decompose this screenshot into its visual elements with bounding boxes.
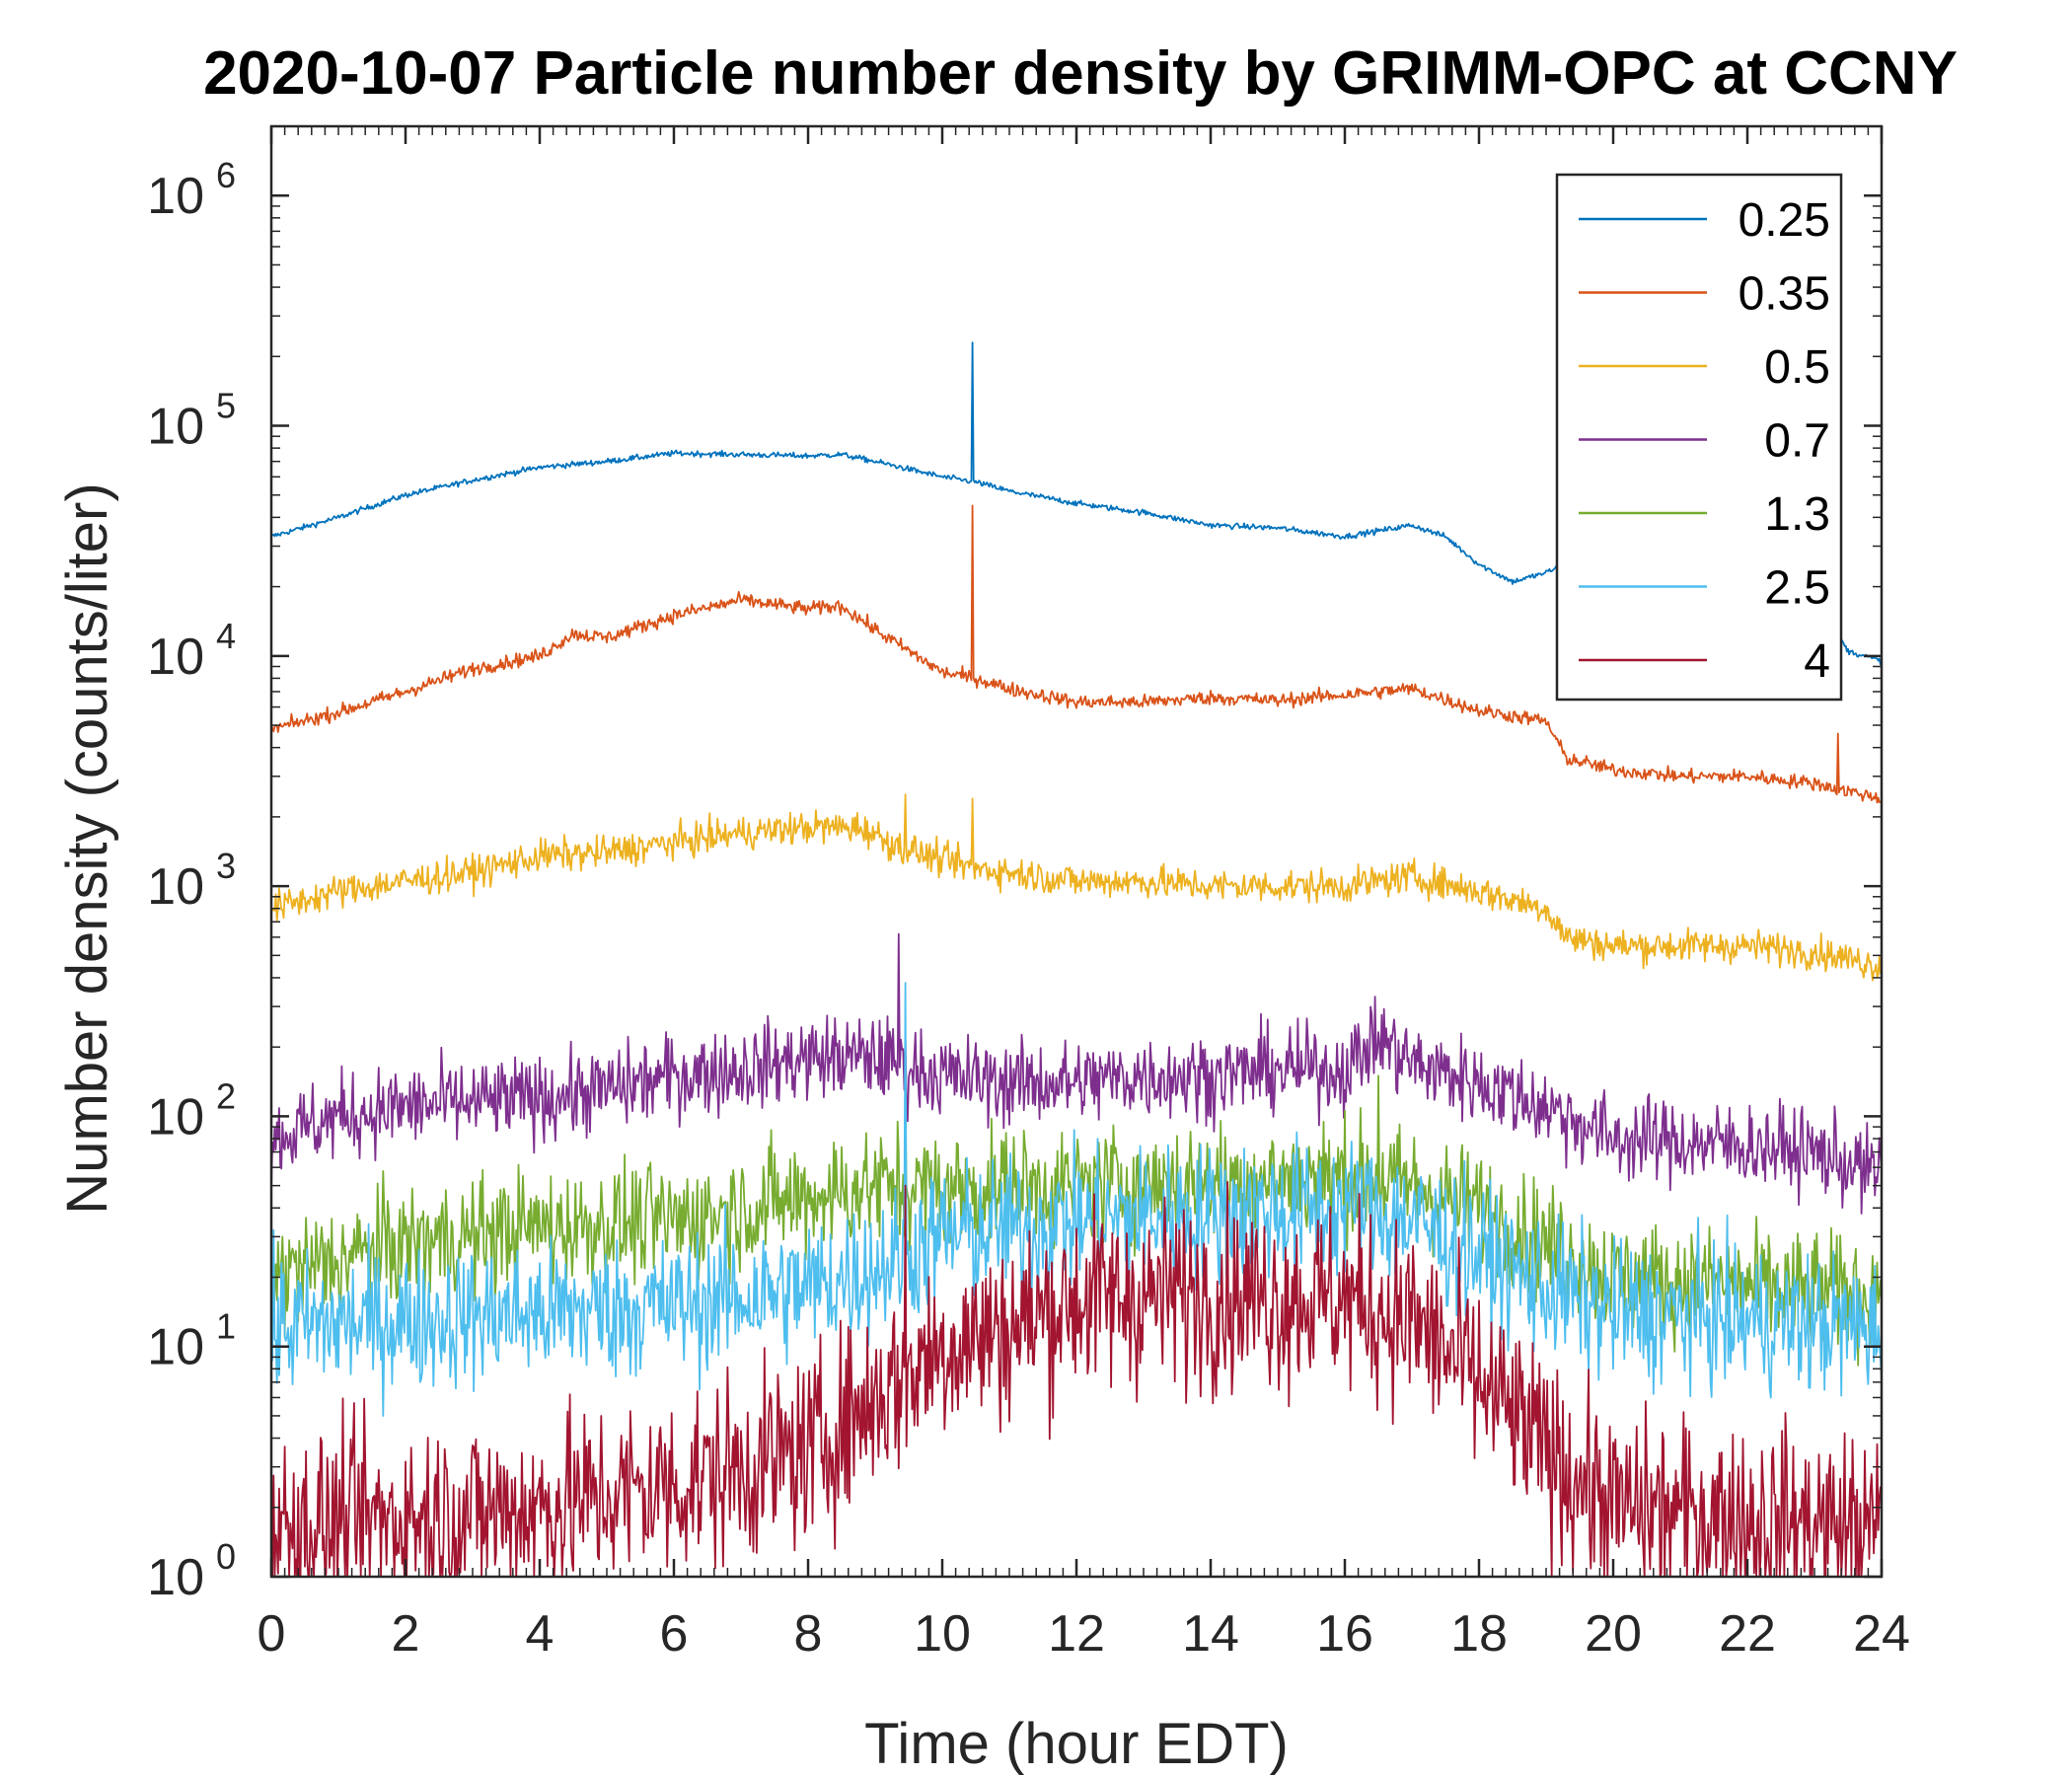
series-layer <box>270 341 1883 1578</box>
y-tick-label: 10 <box>147 1549 204 1606</box>
chart-title: 2020-10-07 Particle number density by GR… <box>203 39 1958 108</box>
x-tick-label: 12 <box>1048 1605 1105 1663</box>
y-tick-label: 10 <box>147 1319 204 1376</box>
y-tick-exponent: 6 <box>216 155 236 195</box>
series-line-4 <box>270 1181 1883 1578</box>
series-line-0.35 <box>270 504 1883 804</box>
legend-label-1.3: 1.3 <box>1764 488 1830 541</box>
x-axis-label: Time (hour EDT) <box>864 1712 1289 1776</box>
x-tick-label: 18 <box>1450 1605 1508 1663</box>
y-tick-exponent: 4 <box>216 616 236 656</box>
x-tick-label: 6 <box>660 1605 689 1663</box>
y-tick-exponent: 3 <box>216 846 236 886</box>
x-tick-label: 20 <box>1585 1605 1642 1663</box>
y-axis-ticks: 10 0 10 1 10 2 10 3 10 4 10 5 10 6 <box>147 155 1882 1606</box>
y-tick-label: 10 <box>147 399 204 456</box>
series-line-1.3 <box>270 1074 1883 1367</box>
x-tick-label: 8 <box>794 1605 823 1663</box>
x-tick-label: 10 <box>914 1605 971 1663</box>
legend-label-0.7: 0.7 <box>1764 415 1830 468</box>
series-line-0.5 <box>270 793 1883 982</box>
y-tick-label: 10 <box>147 629 204 686</box>
y-tick-exponent: 2 <box>216 1075 236 1116</box>
legend-label-0.25: 0.25 <box>1739 194 1830 247</box>
x-tick-label: 0 <box>258 1605 286 1663</box>
x-tick-label: 22 <box>1719 1605 1776 1663</box>
legend-label-0.5: 0.5 <box>1764 341 1830 394</box>
x-axis-ticks: 0 2 4 6 8 10 12 14 16 18 20 22 24 <box>258 126 1910 1663</box>
y-tick-exponent: 0 <box>216 1536 236 1577</box>
legend-box <box>1555 173 1843 702</box>
y-tick-label: 10 <box>147 1088 204 1146</box>
minor-ticks <box>271 125 1882 1577</box>
x-tick-label: 24 <box>1853 1605 1910 1663</box>
series-line-0.7 <box>270 932 1883 1215</box>
legend-label-2.5: 2.5 <box>1764 562 1830 615</box>
y-tick-label: 10 <box>147 858 204 916</box>
legend-label-4: 4 <box>1804 635 1830 688</box>
x-tick-label: 16 <box>1316 1605 1373 1663</box>
x-tick-label: 2 <box>392 1605 420 1663</box>
x-tick-label: 14 <box>1182 1605 1239 1663</box>
x-tick-label: 4 <box>526 1605 555 1663</box>
y-axis-label: Number density (counts/liter) <box>55 482 119 1214</box>
y-tick-exponent: 1 <box>216 1306 236 1347</box>
y-tick-label: 10 <box>147 168 204 225</box>
legend-label-0.35: 0.35 <box>1739 268 1830 321</box>
legend: 0.25 0.35 0.5 0.7 1.3 2.5 4 <box>1555 173 1843 702</box>
y-tick-exponent: 5 <box>216 386 236 426</box>
